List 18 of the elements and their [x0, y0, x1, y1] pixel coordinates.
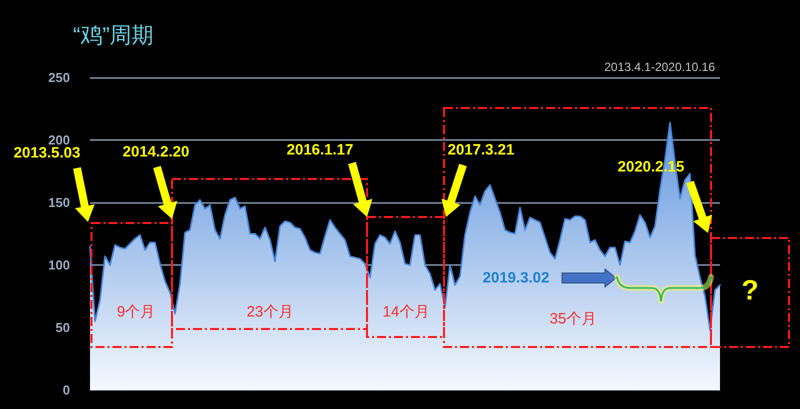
annotation: 14个月	[382, 304, 430, 320]
annotation: 2017.3.21	[448, 142, 514, 158]
annotation: 23个月	[246, 304, 294, 320]
annotation: 35个月	[550, 310, 596, 328]
chart-subtitle: 2013.4.1-2020.10.16	[604, 60, 716, 74]
y-tick-label: 200	[48, 132, 70, 148]
y-tick-label: 250	[48, 70, 70, 85]
y-tick-label: 50	[56, 320, 70, 335]
annotation: 2014.2.20	[122, 144, 190, 160]
y-tick-label: 0	[62, 382, 70, 398]
text: ?	[741, 274, 759, 306]
y-tick-label: 150	[48, 195, 70, 210]
annotation: 2019.3.02	[482, 270, 550, 286]
chart-title: “鸡”周期	[73, 22, 154, 48]
text: 2013.5.03	[14, 144, 80, 162]
annotation: 2016.1.17	[286, 142, 354, 158]
annotation: 9个月	[116, 304, 156, 320]
y-tick-label: 100	[48, 258, 70, 272]
